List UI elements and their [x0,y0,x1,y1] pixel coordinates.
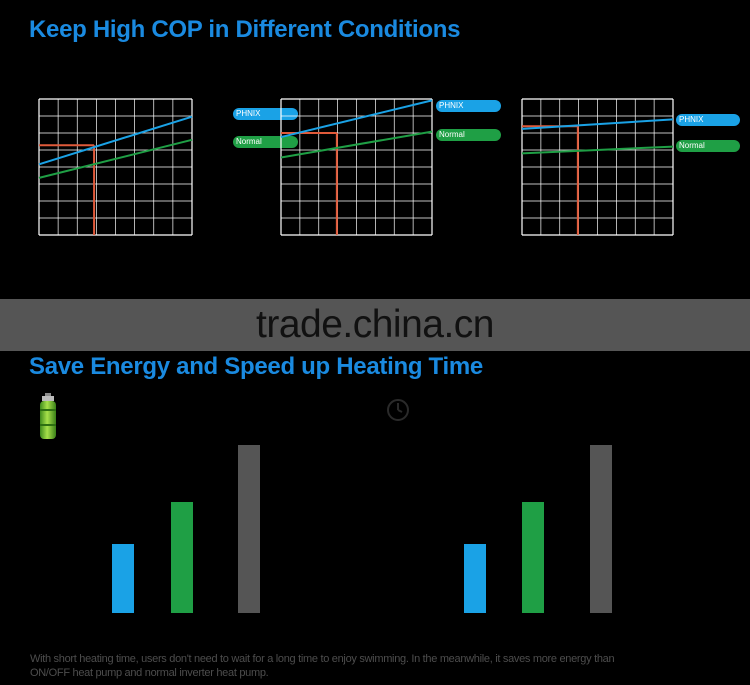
series-line-phnix [280,99,433,139]
bar-onoff [238,445,260,613]
watermark-band [0,299,750,351]
legend-normal: Normal [233,136,298,148]
legend-phnix: PHNIX [676,114,740,126]
footer-line-1: With short heating time, users don't nee… [30,653,615,665]
watermark: trade.china.cn [256,303,495,346]
footer-description: With short heating time, users don't nee… [30,652,720,680]
energy-section-title: Save Energy and Speed up Heating Time [29,353,483,380]
cop-chart-1: PHNIX Normal [38,98,298,240]
cop-chart-2: PHNIX Normal [280,98,520,240]
bar-phnix [112,544,134,613]
cop-chart-3: PHNIX Normal [521,98,750,240]
bar-normal [171,502,193,613]
footer-line-2: ON/OFF heat pump and normal inverter hea… [30,667,269,679]
cop-chart-3-plot [521,98,674,236]
bar-phnix [464,544,486,613]
legend-normal: Normal [676,140,740,152]
series-line-normal [38,138,193,179]
series-line-phnix [521,118,674,130]
battery-icon [40,393,56,439]
bar-normal [522,502,544,613]
clock-icon [387,399,409,421]
legend-phnix: PHNIX [233,108,298,120]
legend-normal: Normal [436,129,501,141]
series-line-normal [280,130,433,159]
cop-section-title: Keep High COP in Different Conditions [29,16,461,43]
cop-chart-1-plot [38,98,193,236]
cop-chart-2-plot [280,98,433,236]
series-line-phnix [38,115,193,166]
bar-onoff [590,445,612,613]
series-line-normal [521,145,674,155]
legend-phnix: PHNIX [436,100,501,112]
